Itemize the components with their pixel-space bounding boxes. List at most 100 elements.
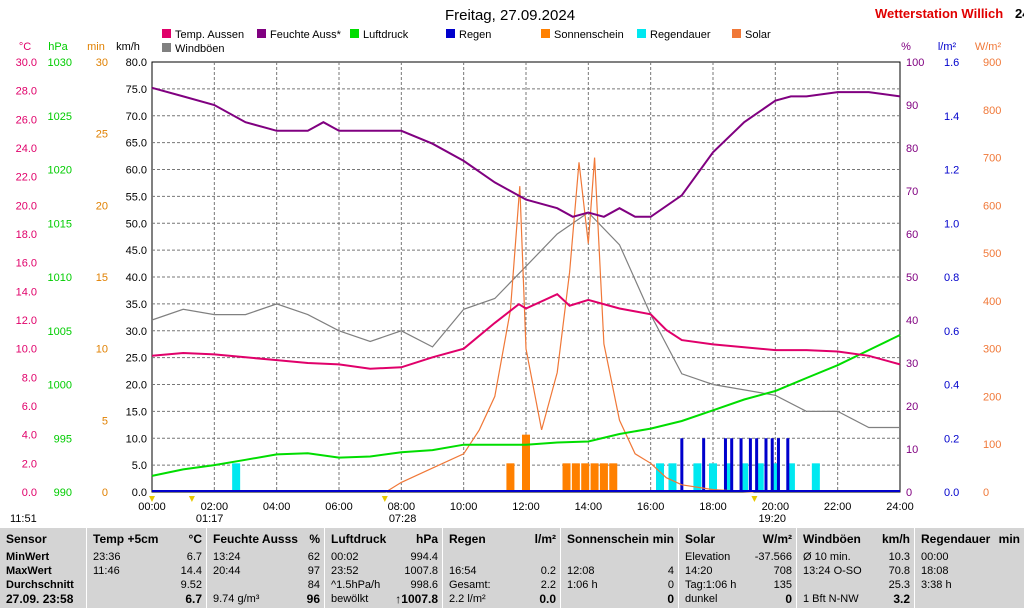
sensor-column: Sensor MinWert MaxWert Durchschnitt 27.0… [0, 528, 86, 608]
bar-regendauer [740, 463, 749, 492]
pressure-current: bewölkt ↑1007.8 [331, 592, 438, 606]
bar-sonnenschein [581, 463, 590, 492]
marker-icon [188, 496, 195, 502]
wind-tick: 55.0 [126, 191, 147, 203]
humidity-tick: 10 [906, 444, 918, 456]
wind-tick: 60.0 [126, 165, 147, 177]
sunmin-tick: 5 [102, 415, 108, 427]
pressure-tick: 1015 [48, 218, 72, 230]
legend-swatch [162, 29, 171, 38]
solar-tick: 100 [983, 439, 1001, 451]
sunmin-tick: 0 [102, 487, 108, 499]
temp-tick: 10.0 [16, 344, 37, 356]
sunshine-min [567, 550, 674, 564]
solar-header: Solar W/m² [685, 532, 792, 546]
x-tick: 16:00 [637, 501, 665, 513]
legend-label: Luftdruck [363, 29, 409, 41]
bar-regen [755, 438, 759, 492]
line-series [151, 86, 901, 493]
temp-tick: 2.0 [22, 458, 37, 470]
avg-label: Durchschnitt [6, 579, 74, 591]
raintime-max: 18:08 [921, 565, 949, 577]
wind-avg: 25.3 [888, 579, 910, 591]
pressure-max: 23:52 1007.8 [331, 565, 438, 577]
humidity-unit: % [901, 41, 911, 53]
solar-tick: 800 [983, 105, 1001, 117]
wind-tick: 15.0 [126, 406, 147, 418]
x-tick: 10:00 [450, 501, 478, 513]
humidity-tick: 100 [906, 57, 924, 69]
bar-sonnenschein [562, 463, 571, 492]
axis-ticks: 30.0 28.0 26.0 24.0 22.0 20.0 18.0 16.0 14.0 12.0… [16, 57, 1002, 513]
solar-tick: 900 [983, 57, 1001, 69]
legend-swatch [637, 29, 646, 38]
sunmin-tick: 20 [96, 200, 108, 212]
legend-swatch [162, 43, 171, 52]
summary-table: Sensor MinWert MaxWert Durchschnitt 27.0… [0, 528, 1024, 608]
bar-regen [786, 438, 790, 492]
temp-tick: 14.0 [16, 286, 37, 298]
bar-regen [739, 438, 743, 492]
solar-max: 14:20 708 [685, 565, 792, 577]
solar-unit: W/m² [975, 41, 1002, 53]
rain-header: Regen l/m² [449, 532, 556, 546]
solar-column: Solar W/m² Elevation -37.566 14:20 708 Tag:… [678, 528, 796, 608]
legend-swatch [350, 29, 359, 38]
raintime-min: 00:00 [921, 551, 949, 563]
temp-max: 11:46 14.4 [93, 565, 202, 577]
temp-tick: 18.0 [16, 229, 37, 241]
humidity-tick: 40 [906, 315, 918, 327]
bar-sonnenschein [599, 463, 608, 492]
pressure-min: 00:02 994.4 [331, 551, 438, 563]
x-tick: 04:00 [263, 501, 291, 513]
bar-regen [680, 438, 684, 492]
temp-tick: 8.0 [22, 372, 37, 384]
current-label: 27.09. 23:58 [6, 592, 74, 606]
legend-swatch [446, 29, 455, 38]
sunshine-max: 12:08 4 [567, 565, 674, 577]
legend-label: Regen [459, 29, 491, 41]
temp-unit: °C [19, 41, 31, 53]
pressure-tick: 1005 [48, 326, 72, 338]
solar-elevation: Elevation -37.566 [685, 551, 792, 563]
raintime-header: Regendauer min [921, 532, 1020, 546]
pressure-avg: ^1.5hPa/h 998.6 [331, 579, 438, 591]
humidity-tick: 30 [906, 358, 918, 370]
wind-avg10: Ø 10 min. 10.3 [803, 551, 910, 563]
bar-regen [764, 438, 768, 492]
bar-regen [776, 438, 780, 492]
pressure-tick: 1025 [48, 111, 72, 123]
bar-sonnenschein [571, 463, 580, 492]
wind-tick: 50.0 [126, 218, 147, 230]
marker-icon [751, 496, 758, 502]
x-tick: 14:00 [575, 501, 603, 513]
series-line [151, 334, 901, 477]
legend: Temp. Aussen Feuchte Auss* Luftdruck Regen S… [162, 29, 771, 55]
marker-icon [381, 496, 388, 502]
bar-sonnenschein [522, 434, 530, 492]
temp-tick: 20.0 [16, 200, 37, 212]
sunmin-unit: min [87, 41, 105, 53]
temp-column: Temp +5cm °C 23:36 6.7 11:46 14.4 9.52 6.7 [86, 528, 206, 608]
x-tick: 20:00 [762, 501, 790, 513]
max-label: MaxWert [6, 565, 52, 577]
solar-current: dunkel 0 [685, 592, 792, 606]
solar-tick: 400 [983, 296, 1001, 308]
pressure-tick: 1010 [48, 272, 72, 284]
x-tick: 02:00 [201, 501, 229, 513]
humidity-current: 9.74 g/m³ 96 [213, 592, 320, 606]
bar-sonnenschein [506, 463, 515, 492]
pressure-tick: 1000 [48, 380, 72, 392]
wind-column: Windböen km/h Ø 10 min. 10.3 13:24 O-SO 70.… [796, 528, 914, 608]
bar-sonnenschein [590, 463, 599, 492]
station-name: Wetterstation Willich [875, 6, 1003, 21]
temp-tick: 22.0 [16, 172, 37, 184]
wind-tick: 25.0 [126, 353, 147, 365]
legend-label: Sonnenschein [554, 29, 624, 41]
bar-regen [702, 438, 706, 492]
humidity-tick: 80 [906, 143, 918, 155]
rain-tick: 1.6 [944, 57, 959, 69]
temp-tick: 30.0 [16, 57, 37, 69]
temp-tick: 28.0 [16, 86, 37, 98]
